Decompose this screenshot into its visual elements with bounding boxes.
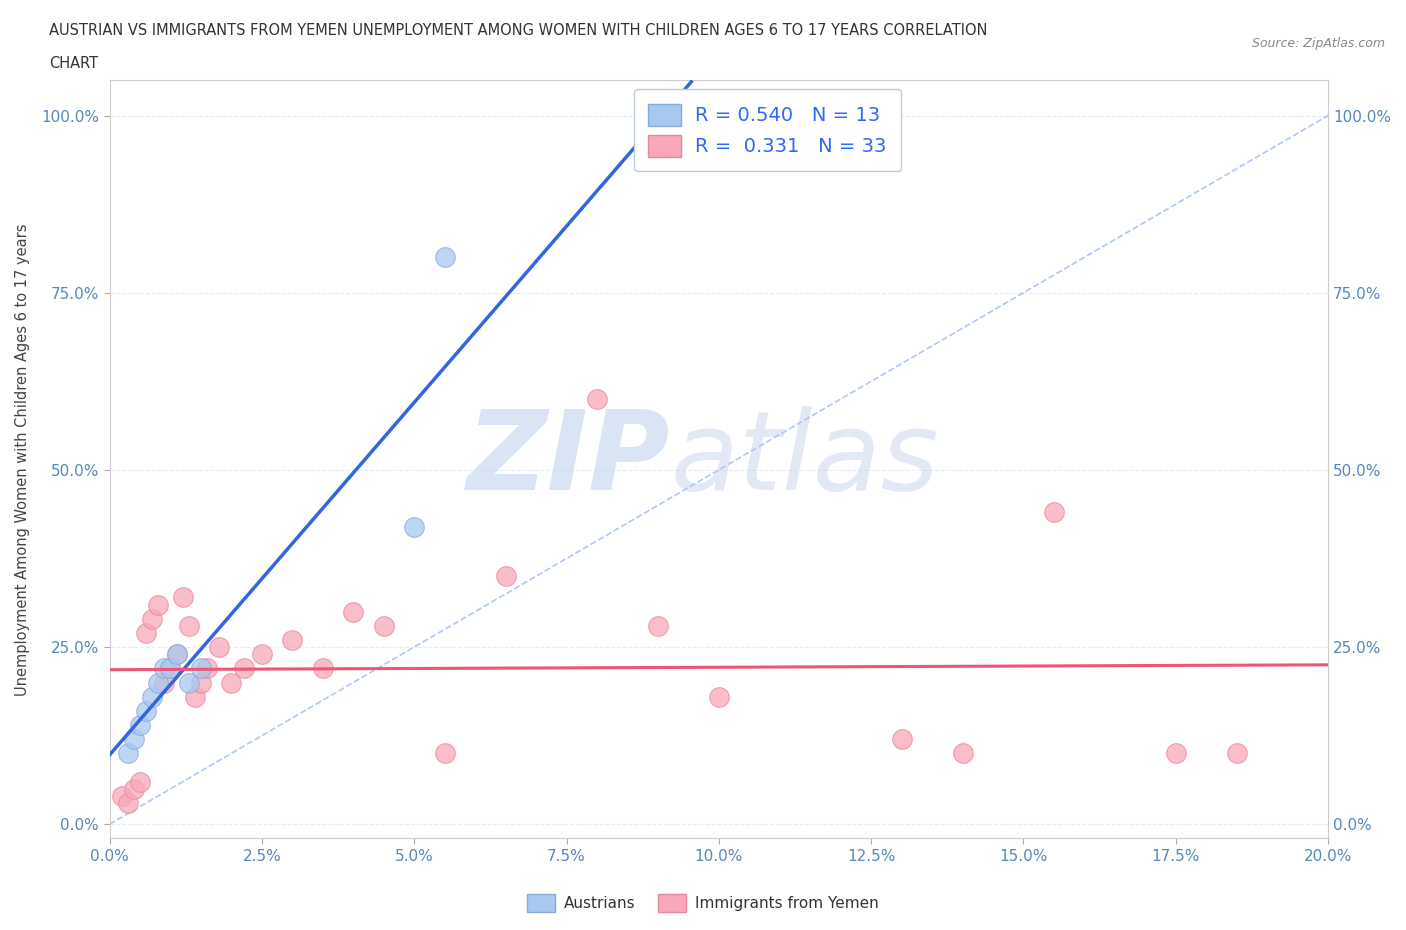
Point xyxy=(117,795,139,810)
Point xyxy=(221,675,243,690)
Point xyxy=(153,661,176,676)
Legend: R = 0.540   N = 13, R =  0.331   N = 33: R = 0.540 N = 13, R = 0.331 N = 33 xyxy=(634,89,901,171)
Point xyxy=(890,732,912,747)
Point xyxy=(184,689,207,704)
Point xyxy=(707,689,730,704)
Point xyxy=(342,604,364,619)
Point xyxy=(122,732,145,747)
Point xyxy=(177,618,200,633)
Point xyxy=(195,661,218,676)
Point xyxy=(190,675,212,690)
Point xyxy=(177,675,200,690)
Point xyxy=(159,661,181,676)
Point xyxy=(250,646,273,661)
Text: CHART: CHART xyxy=(49,56,98,71)
Point xyxy=(232,661,254,676)
Point xyxy=(404,519,426,534)
Point xyxy=(281,632,304,647)
Point xyxy=(1226,746,1249,761)
Text: ZIP: ZIP xyxy=(467,405,671,512)
Point xyxy=(312,661,335,676)
Text: AUSTRIAN VS IMMIGRANTS FROM YEMEN UNEMPLOYMENT AMONG WOMEN WITH CHILDREN AGES 6 : AUSTRIAN VS IMMIGRANTS FROM YEMEN UNEMPL… xyxy=(49,23,987,38)
Point xyxy=(166,646,188,661)
Point xyxy=(1164,746,1187,761)
Text: atlas: atlas xyxy=(671,405,939,512)
Point xyxy=(433,250,456,265)
Point xyxy=(647,618,669,633)
Point xyxy=(208,640,231,655)
Point xyxy=(586,392,609,406)
Point xyxy=(159,661,181,676)
Point xyxy=(172,590,194,604)
Point xyxy=(190,661,212,676)
Point xyxy=(111,789,134,804)
Point xyxy=(135,626,157,641)
Point xyxy=(122,781,145,796)
Point xyxy=(166,646,188,661)
Legend: Austrians, Immigrants from Yemen: Austrians, Immigrants from Yemen xyxy=(522,888,884,918)
Point xyxy=(148,597,170,612)
Point xyxy=(135,703,157,718)
Point xyxy=(141,611,163,626)
Point xyxy=(373,618,395,633)
Point xyxy=(495,569,517,584)
Point xyxy=(117,746,139,761)
Point xyxy=(148,675,170,690)
Y-axis label: Unemployment Among Women with Children Ages 6 to 17 years: Unemployment Among Women with Children A… xyxy=(15,223,30,696)
Point xyxy=(129,718,152,733)
Point xyxy=(952,746,974,761)
Point xyxy=(129,775,152,790)
Point xyxy=(141,689,163,704)
Point xyxy=(433,746,456,761)
Point xyxy=(153,675,176,690)
Text: Source: ZipAtlas.com: Source: ZipAtlas.com xyxy=(1251,37,1385,50)
Point xyxy=(1043,505,1066,520)
